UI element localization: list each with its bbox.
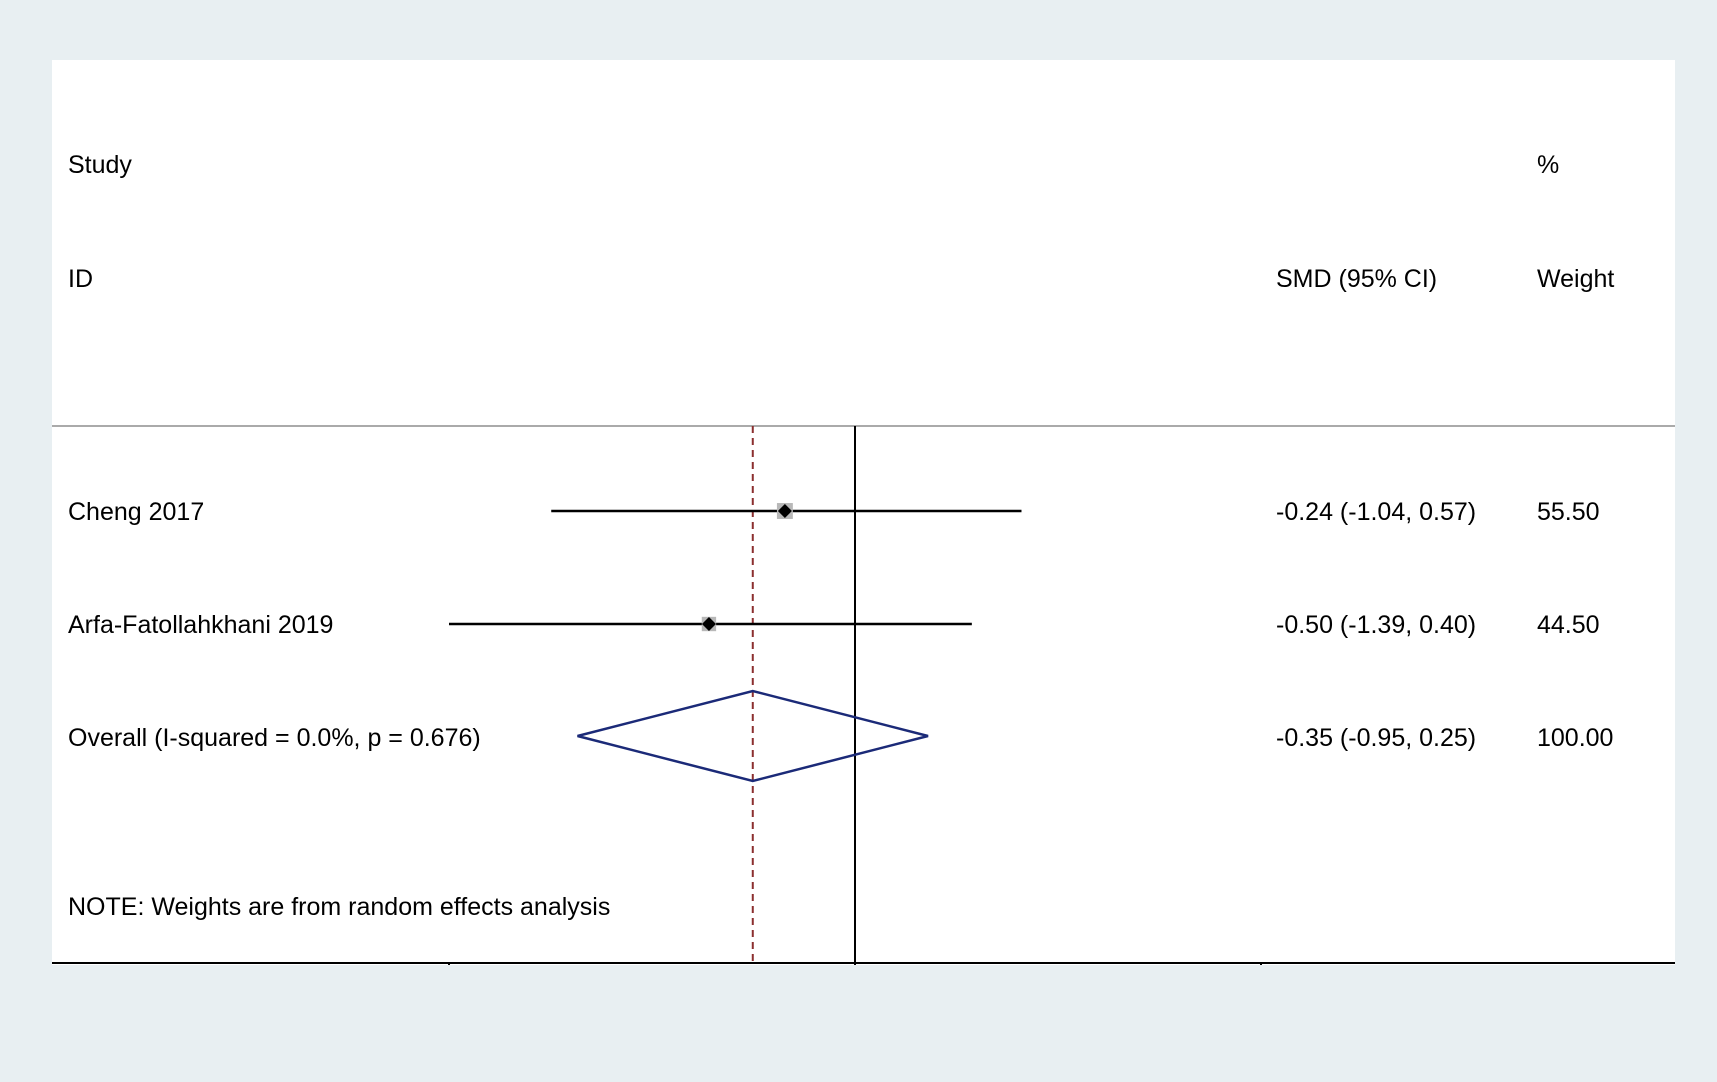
point-estimate: [777, 504, 792, 518]
study-ci-text: -0.24 (-1.04, 0.57): [1276, 498, 1476, 526]
study-label: Arfa-Fatollahkhani 2019: [68, 611, 333, 639]
study-ci-text: -0.50 (-1.39, 0.40): [1276, 611, 1476, 639]
study-row: Arfa-Fatollahkhani 2019 -0.50 (-1.39, 0.…: [68, 611, 1600, 639]
overall-row: Overall (I-squared = 0.0%, p = 0.676) -0…: [68, 689, 1613, 783]
header-weight-percent: %: [1537, 151, 1559, 179]
overall-weight-text: 100.00: [1537, 724, 1613, 752]
overall-diamond: [577, 689, 929, 783]
forest-plot: Study ID SMD (95% CI) % Weight Cheng 201…: [52, 151, 1675, 965]
study-weight-text: 44.50: [1537, 611, 1600, 639]
header-id: ID: [68, 265, 93, 293]
study-row: Cheng 2017 -0.24 (-1.04, 0.57) 55.50: [68, 498, 1600, 526]
header-study: Study: [68, 151, 132, 179]
header-effect: SMD (95% CI): [1276, 265, 1437, 293]
point-estimate: [701, 617, 716, 631]
overall-label: Overall (I-squared = 0.0%, p = 0.676): [68, 724, 481, 752]
note: NOTE: Weights are from random effects an…: [68, 893, 610, 921]
overall-ci-text: -0.35 (-0.95, 0.25): [1276, 724, 1476, 752]
study-label: Cheng 2017: [68, 498, 204, 526]
x-axis-ticks: -1.3901.39: [448, 963, 1262, 965]
study-weight-text: 55.50: [1537, 498, 1600, 526]
header-weight: Weight: [1537, 265, 1614, 293]
plot-area: Study ID SMD (95% CI) % Weight Cheng 201…: [52, 60, 1675, 965]
